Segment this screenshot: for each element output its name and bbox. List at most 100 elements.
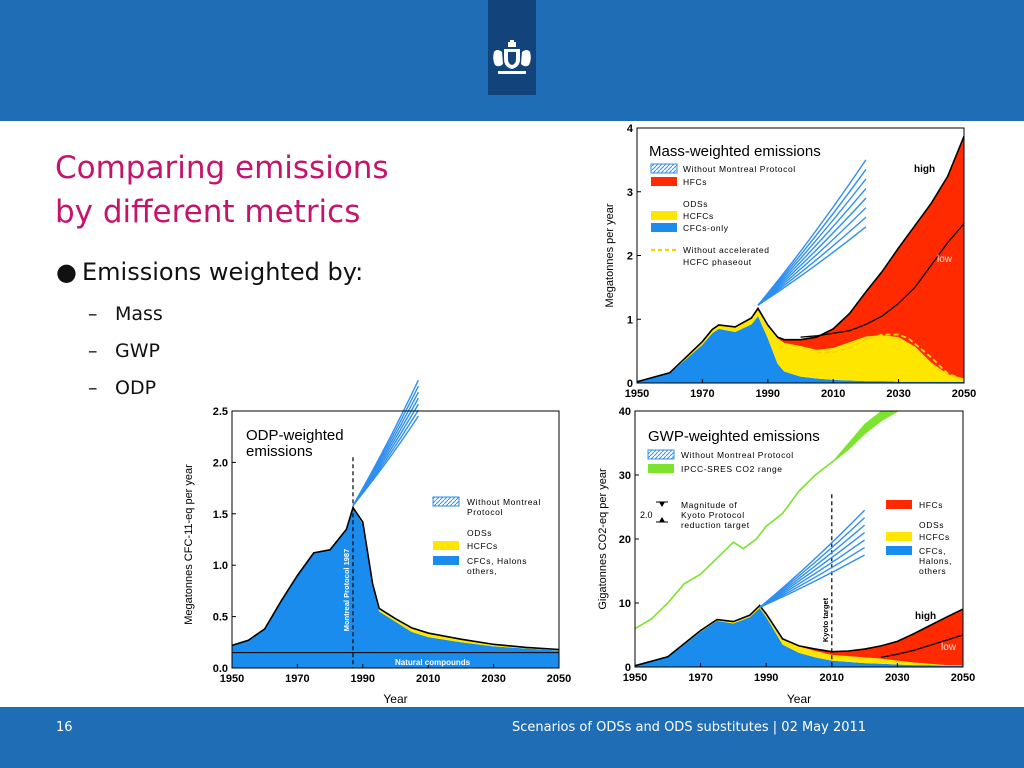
coat-of-arms-icon	[493, 40, 531, 74]
y-tick-label: 20	[619, 534, 631, 546]
co2-range-band	[831, 411, 931, 463]
chart-title: GWP-weighted emissions	[648, 428, 820, 445]
legend-label: CFCs-only	[683, 223, 729, 233]
legend-swatch-hatch	[432, 496, 460, 507]
x-tick-label: 1970	[690, 388, 714, 400]
chart-title-line-2: emissions	[246, 443, 313, 460]
legend-label: ODSs	[467, 528, 492, 538]
annotation-high: high	[914, 164, 935, 175]
bottom-bar	[0, 707, 1024, 768]
legend-swatch	[433, 541, 459, 550]
legend-label: ODSs	[683, 199, 708, 209]
x-tick-label: 1950	[625, 388, 649, 400]
legend-label: Protocol	[467, 507, 503, 517]
x-axis-label: Year	[383, 692, 407, 706]
line-total-odp	[231, 505, 560, 651]
y-axis-label: Megatonnes per year	[604, 203, 616, 307]
x-tick-label: 1970	[688, 672, 712, 684]
sub-bullet-odp: – ODP	[88, 377, 156, 399]
line-total-low	[880, 634, 964, 659]
area-cfcs	[637, 316, 964, 383]
legend-label: Magnitude of	[681, 500, 737, 510]
legend-swatch-hatch	[647, 449, 675, 460]
y-tick-label: 10	[619, 598, 631, 610]
bullet-dot-icon: ●	[56, 258, 77, 286]
legend-label: Without accelerated	[683, 245, 770, 255]
annotation-2-0: 2.0	[640, 510, 653, 520]
co2-range-line	[634, 410, 898, 630]
kyoto-arrow-down	[659, 502, 665, 507]
x-tick-label: 1990	[756, 388, 780, 400]
y-tick-label: 0	[625, 662, 631, 674]
legend-label: HFCs	[683, 177, 707, 187]
legend-swatch	[648, 464, 674, 473]
x-axis-label: Year	[787, 692, 811, 706]
x-tick-label: 2010	[416, 673, 440, 685]
legend-swatch-hatch	[650, 163, 678, 174]
sub-bullet-mass: – Mass	[88, 303, 163, 325]
legend-label: HFCs	[919, 500, 943, 510]
slide-title-line-2: by different metrics	[55, 194, 361, 230]
legend-label: HCFCs	[467, 541, 498, 551]
y-tick-label: 1.5	[213, 509, 228, 521]
legend-swatch	[651, 177, 677, 186]
chart-title: ODP-weighted	[246, 427, 344, 444]
x-tick-label: 1950	[623, 672, 647, 684]
montreal-band-line	[757, 216, 867, 306]
legend-swatch	[886, 500, 912, 509]
y-tick-label: 4	[627, 123, 634, 135]
line-total-high	[636, 135, 965, 383]
bullet-main: ● Emissions weighted by:	[56, 258, 363, 286]
bullet-main-text: Emissions weighted by:	[82, 258, 364, 286]
kyoto-arrow-up	[659, 517, 665, 522]
montreal-band-line	[757, 197, 867, 306]
area-cfcs-halons	[232, 508, 559, 668]
legend-label: Without Montreal Protocol	[681, 450, 794, 460]
legend-label: reduction target	[681, 520, 750, 530]
x-tick-label: 1990	[351, 673, 375, 685]
legend-label: Without Montreal Protocol	[683, 164, 796, 174]
legend-label: others,	[467, 566, 497, 576]
dash-icon: –	[88, 377, 98, 399]
annotation-montreal-1987: Montreal Protocol 1987	[342, 549, 351, 632]
y-tick-label: 0.5	[213, 612, 228, 624]
chart-gwp-weighted: 1950 1970 1990 2010 2030 2050010203040GWP-wei…	[597, 406, 975, 706]
y-tick-label: 2	[627, 251, 633, 263]
y-tick-label: 0	[627, 378, 633, 390]
montreal-band-line	[757, 159, 867, 306]
y-tick-label: 30	[619, 470, 631, 482]
x-tick-label: 2050	[952, 388, 976, 400]
chart-odp-weighted: 1950 1970 1990 2010 2030 2050 0.0 0.5 1.0 1.5 2.0 2…	[183, 379, 571, 706]
line-total-low	[800, 223, 965, 338]
dash-icon: –	[88, 340, 98, 362]
legend-label: others	[919, 566, 946, 576]
montreal-band-line	[759, 509, 866, 609]
legend-swatch	[433, 556, 459, 565]
legend-label: HCFCs	[683, 211, 714, 221]
sub-bullet-label: Mass	[115, 303, 163, 325]
legend-label: ODSs	[919, 520, 944, 530]
x-tick-label: 2010	[820, 672, 844, 684]
legend-label: IPCC-SRES CO2 range	[681, 464, 783, 474]
x-tick-label: 2050	[547, 673, 571, 685]
y-tick-label: 1	[627, 314, 633, 326]
legend-swatch	[651, 211, 677, 220]
area-hcfcs	[637, 308, 964, 382]
legend-label: Halons,	[919, 556, 952, 566]
chart-title: Mass-weighted emissions	[649, 143, 821, 160]
area-hfcs	[635, 605, 963, 666]
x-tick-label: 2030	[885, 672, 909, 684]
montreal-band-line	[757, 226, 867, 306]
area-hfcs	[637, 136, 964, 382]
y-axis-label: Gigatonnes CO2-eq per year	[597, 468, 609, 610]
x-tick-label: 2050	[951, 672, 975, 684]
sub-bullet-gwp: – GWP	[88, 340, 160, 362]
annotation-kyoto-target: Kyoto target	[821, 597, 830, 642]
x-tick-label: 2010	[821, 388, 845, 400]
page-number: 16	[56, 720, 73, 735]
legend-label: Kyoto Protocol	[681, 510, 745, 520]
area-cfcs-halons	[635, 608, 963, 667]
logo-box	[488, 0, 536, 95]
y-tick-label: 0.0	[213, 663, 228, 675]
sub-bullet-label: GWP	[115, 340, 160, 362]
